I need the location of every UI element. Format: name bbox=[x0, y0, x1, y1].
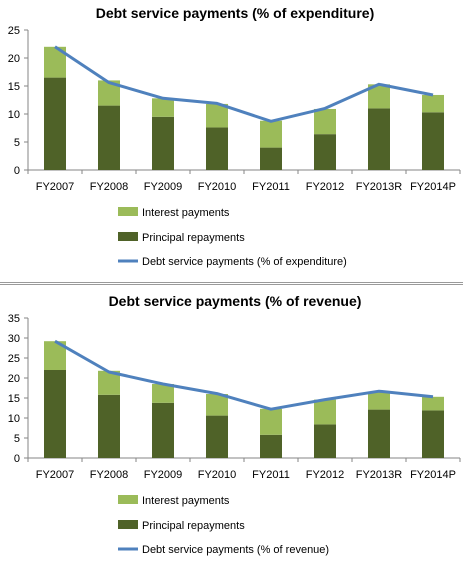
x-tick-label: FY2014P bbox=[410, 181, 456, 193]
bar-interest-payments bbox=[44, 46, 66, 78]
bar-principal-repayments bbox=[422, 410, 444, 458]
y-tick-label: 25 bbox=[8, 25, 20, 37]
x-tick-label: FY2008 bbox=[90, 469, 129, 481]
bar-principal-repayments bbox=[206, 127, 228, 170]
bar-interest-payments bbox=[152, 98, 174, 117]
y-tick-label: 35 bbox=[8, 313, 20, 325]
legend-principal-swatch bbox=[118, 232, 138, 241]
bar-interest-payments bbox=[368, 84, 390, 109]
x-tick-label: FY2009 bbox=[144, 181, 183, 193]
debt-service-line bbox=[54, 45, 434, 123]
bar-interest-payments bbox=[368, 391, 390, 410]
x-tick-label: FY2012 bbox=[306, 469, 345, 481]
y-tick-label: 25 bbox=[8, 353, 20, 365]
bar-principal-repayments bbox=[98, 105, 120, 170]
bar-interest-payments bbox=[206, 103, 228, 128]
legend-interest-swatch bbox=[118, 207, 138, 216]
x-tick-label: FY2010 bbox=[198, 181, 237, 193]
x-tick-label: FY2014P bbox=[410, 469, 456, 481]
y-tick-label: 5 bbox=[14, 137, 20, 149]
y-tick-label: 10 bbox=[8, 109, 20, 121]
bar-interest-payments bbox=[314, 399, 336, 425]
bar-interest-payments bbox=[260, 408, 282, 435]
legend-line-label: Debt service payments (% of revenue) bbox=[142, 544, 329, 556]
bar-principal-repayments bbox=[368, 108, 390, 170]
y-tick-label: 15 bbox=[8, 393, 20, 405]
expenditure-chart-panel: Debt service payments (% of expenditure)… bbox=[0, 0, 463, 280]
x-tick-label: FY2010 bbox=[198, 469, 237, 481]
x-tick-label: FY2007 bbox=[36, 469, 75, 481]
chart-divider bbox=[0, 282, 463, 285]
x-tick-label: FY2011 bbox=[252, 181, 290, 193]
bar-principal-repayments bbox=[152, 116, 174, 170]
bar-interest-payments bbox=[422, 94, 444, 113]
legend-principal-label: Principal repayments bbox=[142, 232, 245, 244]
y-tick-label: 30 bbox=[8, 333, 20, 345]
expenditure-chart: Debt service payments (% of expenditure)… bbox=[8, 5, 461, 268]
legend-principal-swatch bbox=[118, 520, 138, 529]
x-tick-label: FY2013R bbox=[356, 181, 403, 193]
revenue-chart-panel: Debt service payments (% of revenue) 0 5 10… bbox=[0, 288, 463, 568]
bar-principal-repayments bbox=[260, 147, 282, 170]
bar-principal-repayments bbox=[44, 77, 66, 170]
bar-principal-repayments bbox=[314, 134, 336, 170]
y-tick-label: 0 bbox=[14, 453, 20, 465]
legend-line-label: Debt service payments (% of expenditure) bbox=[142, 256, 347, 268]
bar-interest-payments bbox=[152, 384, 174, 403]
legend-principal-label: Principal repayments bbox=[142, 520, 245, 532]
y-tick-label: 15 bbox=[8, 81, 20, 93]
bar-interest-payments bbox=[98, 80, 120, 106]
bar-principal-repayments bbox=[314, 424, 336, 458]
y-tick-label: 20 bbox=[8, 53, 20, 65]
legend-interest-swatch bbox=[118, 495, 138, 504]
chart-title: Debt service payments (% of revenue) bbox=[109, 293, 362, 309]
bar-principal-repayments bbox=[206, 415, 228, 458]
bar-interest-payments bbox=[206, 394, 228, 416]
x-tick-label: FY2012 bbox=[306, 181, 345, 193]
legend-interest-label: Interest payments bbox=[142, 495, 230, 507]
y-tick-label: 10 bbox=[8, 413, 20, 425]
bar-principal-repayments bbox=[260, 434, 282, 458]
bar-principal-repayments bbox=[152, 402, 174, 458]
bar-interest-payments bbox=[260, 120, 282, 148]
chart-title: Debt service payments (% of expenditure) bbox=[96, 5, 375, 21]
y-tick-label: 20 bbox=[8, 373, 20, 385]
bar-interest-payments bbox=[314, 108, 336, 135]
bar-interest-payments bbox=[44, 341, 66, 370]
y-tick-label: 5 bbox=[14, 433, 20, 445]
legend-interest-label: Interest payments bbox=[142, 207, 230, 219]
bar-principal-repayments bbox=[422, 112, 444, 170]
debt-service-line bbox=[54, 339, 434, 411]
revenue-chart: Debt service payments (% of revenue) 0 5 10… bbox=[8, 293, 461, 556]
bar-principal-repayments bbox=[44, 370, 66, 458]
x-tick-label: FY2009 bbox=[144, 469, 183, 481]
x-tick-label: FY2007 bbox=[36, 181, 75, 193]
x-tick-label: FY2011 bbox=[252, 469, 290, 481]
bar-interest-payments bbox=[422, 396, 444, 411]
y-tick-label: 0 bbox=[14, 165, 20, 177]
bar-principal-repayments bbox=[368, 409, 390, 458]
bar-principal-repayments bbox=[98, 394, 120, 458]
x-tick-label: FY2013R bbox=[356, 469, 403, 481]
bar-interest-payments bbox=[98, 370, 120, 395]
x-tick-label: FY2008 bbox=[90, 181, 129, 193]
